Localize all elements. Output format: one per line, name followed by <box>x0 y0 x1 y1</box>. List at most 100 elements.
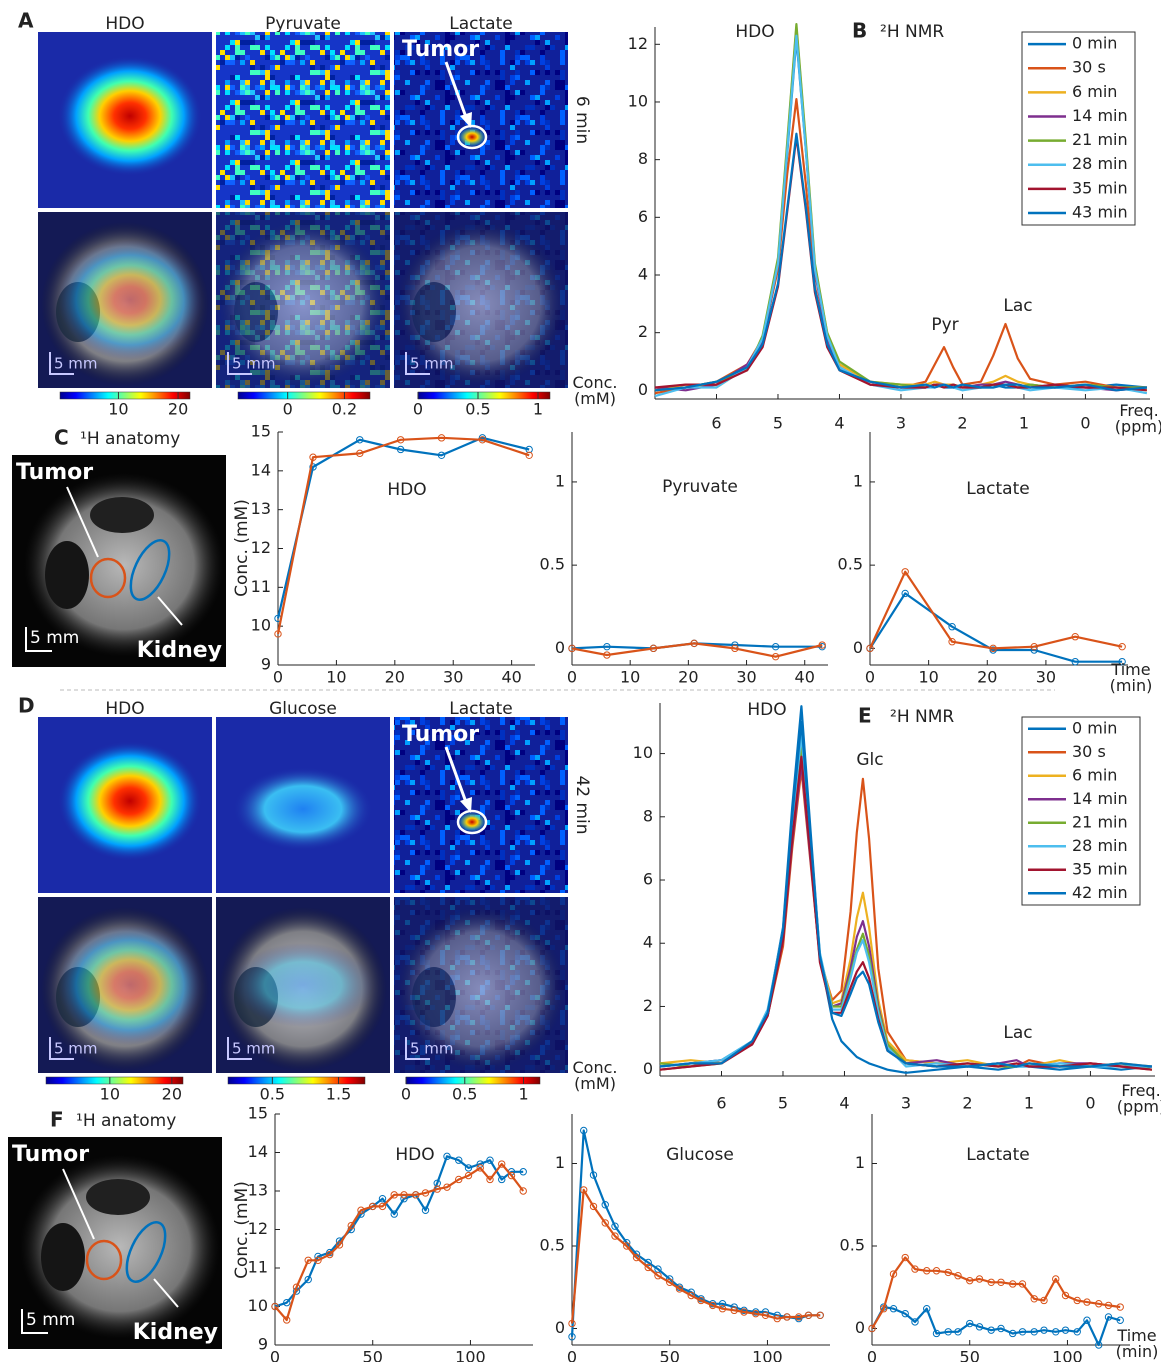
panel-label: A <box>18 9 34 33</box>
panel-label: D <box>18 694 35 718</box>
data-point <box>464 1171 473 1180</box>
data-point <box>304 1256 312 1265</box>
data-point <box>347 1221 355 1230</box>
tumor-arrow <box>444 61 469 121</box>
data-point <box>486 1175 494 1184</box>
data-point <box>271 1302 279 1311</box>
y-tick-label: 0 <box>643 1059 653 1078</box>
x-tick-label: 6 <box>716 1094 726 1113</box>
data-point <box>603 651 611 659</box>
x-tick-label: 4 <box>834 414 844 433</box>
kidney-arrow <box>157 596 183 626</box>
data-point <box>378 1195 387 1203</box>
map-image <box>394 32 568 208</box>
data-point <box>455 1156 463 1164</box>
kidney-label: Kidney <box>137 638 222 663</box>
data-point <box>568 1333 576 1341</box>
colorbar <box>405 1076 541 1085</box>
legend-label: 6 min <box>1072 765 1117 784</box>
x-tick-label: 0 <box>1085 1094 1095 1113</box>
data-point <box>1061 1291 1070 1300</box>
data-point <box>309 463 317 471</box>
data-point <box>795 1313 803 1321</box>
map-blob <box>58 56 202 176</box>
data-point <box>396 436 405 444</box>
series-line <box>869 570 1123 650</box>
x-tick-label: 100 <box>455 1348 486 1362</box>
data-point <box>603 642 611 651</box>
overlay-tint <box>394 212 568 388</box>
data-point <box>954 1272 962 1280</box>
x-axis-label: Freq. (ppm) <box>1116 1081 1161 1116</box>
data-point <box>478 436 487 444</box>
kidney-roi <box>129 539 171 601</box>
data-point <box>1040 1326 1048 1334</box>
data-point <box>666 1278 674 1287</box>
colorbar-tick-label: 10 <box>100 1085 120 1104</box>
y-tick-label: 0.5 <box>540 1236 565 1255</box>
y-axis-label: Conc. (mM) <box>232 1181 252 1279</box>
panel-title: ¹H anatomy <box>80 429 180 449</box>
y-tick-label: 1 <box>555 471 565 490</box>
data-point <box>1095 1300 1103 1308</box>
y-tick-label: 13 <box>251 499 271 518</box>
data-point <box>880 1305 888 1313</box>
colorbar-tick-label: 1 <box>518 1085 528 1104</box>
y-tick-label: 0.5 <box>840 1236 865 1255</box>
series-line <box>276 436 530 635</box>
panel-label: E <box>858 704 872 728</box>
x-tick-label: 20 <box>678 668 698 687</box>
data-point <box>1095 1341 1103 1349</box>
scale-bar <box>227 352 252 375</box>
arrow-head <box>460 797 472 813</box>
data-point <box>357 1206 365 1214</box>
data-point <box>932 1329 941 1338</box>
x-tick-label: 0 <box>567 668 577 687</box>
legend-label: 42 min <box>1072 883 1128 902</box>
data-point <box>1052 1275 1060 1283</box>
x-tick-label: 0 <box>1080 414 1090 433</box>
data-point <box>868 1324 876 1333</box>
data-point <box>525 451 533 459</box>
data-point <box>709 1301 717 1310</box>
data-point <box>1040 1296 1048 1305</box>
overlay-tint <box>394 897 568 1073</box>
chart-title: HDO <box>387 480 426 500</box>
x-tick-label: 20 <box>385 668 405 687</box>
colorbar-tick-label: 1.5 <box>326 1085 351 1104</box>
anatomy-dark <box>86 1179 150 1215</box>
chart-title: Glucose <box>666 1145 734 1165</box>
panel-title: ¹H anatomy <box>76 1111 176 1131</box>
anatomy-dark <box>41 1223 85 1291</box>
data-point <box>464 1164 473 1172</box>
data-point <box>761 1311 770 1320</box>
data-point <box>1030 1295 1038 1303</box>
data-point <box>390 1210 398 1218</box>
y-tick-label: 2 <box>643 996 653 1015</box>
y-tick-label: 9 <box>261 655 271 674</box>
data-point <box>632 1253 641 1262</box>
y-tick-label: 10 <box>628 91 648 110</box>
data-point <box>568 644 576 653</box>
annotation: Glc <box>856 750 883 770</box>
data-point <box>443 1183 451 1191</box>
y-tick-label: 6 <box>643 870 653 889</box>
map-image <box>216 32 390 208</box>
colorbar-tick-label: 10 <box>108 400 128 419</box>
data-point <box>966 1276 974 1285</box>
annotation: HDO <box>747 700 786 720</box>
y-tick-label: 12 <box>248 1219 268 1238</box>
data-point <box>1018 1328 1027 1336</box>
column-title: Pyruvate <box>265 14 341 34</box>
x-tick-label: 3 <box>901 1094 911 1113</box>
y-tick-label: 0 <box>638 380 648 399</box>
data-point <box>944 1268 952 1277</box>
legend-label: 43 min <box>1072 202 1128 221</box>
x-axis-label: Time (min) <box>1115 1326 1159 1361</box>
x-tick-label: 0 <box>567 1348 577 1362</box>
x-axis-label: Time (min) <box>1109 660 1153 695</box>
data-point <box>923 1305 931 1313</box>
anatomy-body <box>24 473 224 657</box>
data-point <box>1030 642 1038 651</box>
series-line <box>871 1256 1121 1330</box>
